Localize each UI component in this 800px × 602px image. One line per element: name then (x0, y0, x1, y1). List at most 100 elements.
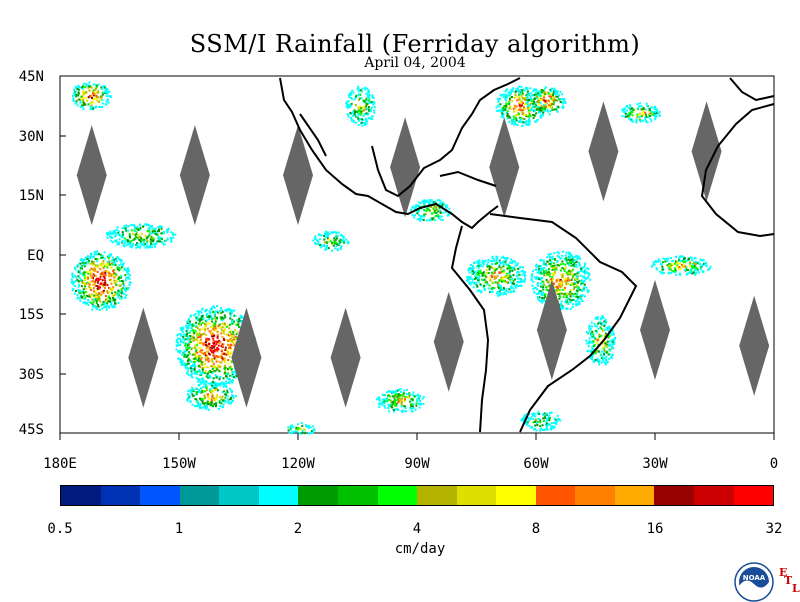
rain-pixel (546, 428, 549, 431)
rain-pixel (330, 231, 333, 234)
rain-pixel (472, 265, 474, 268)
rain-pixel (393, 397, 396, 400)
rain-pixel (492, 260, 495, 263)
rain-pixel (222, 399, 225, 402)
rain-pixel (525, 420, 528, 423)
rain-pixel (575, 261, 578, 263)
rain-pixel (545, 286, 548, 288)
rain-pixel (80, 295, 83, 298)
rain-pixel (212, 377, 215, 380)
rain-pixel (656, 112, 659, 115)
rain-pixel (505, 287, 508, 290)
rain-pixel (192, 339, 195, 342)
rain-pixel (644, 111, 647, 114)
rain-pixel (213, 342, 216, 345)
rain-pixel (650, 111, 652, 114)
rain-pixel (558, 290, 561, 293)
rain-pixel (521, 89, 524, 92)
rain-pixel (71, 274, 74, 277)
rain-pixel (206, 393, 209, 396)
rain-pixel (198, 328, 201, 331)
rain-pixel (140, 232, 143, 235)
rain-pixel (497, 109, 500, 112)
rain-pixel (468, 277, 471, 280)
rain-pixel (86, 270, 89, 273)
rain-pixel (693, 269, 696, 272)
rain-pixel (81, 267, 84, 270)
rain-pixel (181, 359, 184, 362)
rain-pixel (211, 318, 214, 321)
rain-pixel (204, 325, 207, 328)
rain-pixel (664, 260, 667, 263)
rain-pixel (362, 105, 365, 108)
rain-pixel (479, 283, 482, 286)
rain-pixel (623, 111, 626, 114)
rain-pixel (438, 206, 441, 209)
rain-pixel (192, 335, 195, 338)
rain-pixel (199, 407, 202, 410)
rain-pixel (191, 368, 194, 370)
rain-pixel (319, 238, 321, 241)
rain-pixel (90, 254, 93, 257)
rain-pixel (549, 106, 552, 109)
rain-pixel (534, 424, 537, 427)
rain-pixel (215, 385, 218, 387)
rain-pixel (600, 322, 603, 325)
rain-pixel (200, 372, 203, 375)
rain-pixel (196, 334, 199, 337)
rain-pixel (400, 405, 403, 408)
rain-pixel (544, 263, 547, 266)
rain-pixel (574, 286, 577, 289)
rain-pixel (650, 120, 653, 123)
rain-pixel (510, 286, 513, 289)
rain-pixel (193, 338, 196, 341)
rain-pixel (89, 256, 92, 259)
rain-pixel (537, 111, 540, 114)
rain-pixel (416, 218, 419, 221)
rain-pixel (210, 399, 213, 402)
rain-pixel (655, 260, 658, 263)
rain-pixel (213, 306, 216, 309)
rain-pixel (84, 257, 87, 260)
rain-pixel (635, 119, 638, 122)
rain-pixel (530, 279, 533, 282)
rain-pixel (531, 94, 534, 97)
rain-pixel (191, 365, 194, 368)
rain-pixel (301, 429, 304, 432)
rain-pixel (214, 405, 217, 408)
rain-pixel (588, 325, 591, 328)
rain-pixel (480, 291, 483, 294)
rain-pixel (512, 282, 514, 285)
rain-pixel (550, 265, 553, 268)
rain-pixel (412, 407, 415, 410)
rain-pixel (100, 291, 103, 294)
rain-pixel (70, 278, 73, 281)
rain-pixel (525, 115, 528, 118)
rain-pixel (92, 263, 95, 266)
rain-pixel (166, 231, 169, 234)
missing-data-swath (536, 279, 567, 380)
rain-pixel (376, 398, 378, 401)
rain-pixel (191, 353, 194, 356)
rain-pixel (561, 275, 564, 278)
rain-pixel (601, 355, 604, 358)
rain-pixel (113, 235, 116, 238)
rain-pixel (411, 214, 414, 217)
rain-pixel (690, 268, 693, 271)
rain-pixel (537, 296, 539, 299)
rain-pixel (447, 212, 450, 215)
rain-pixel (419, 218, 422, 221)
rain-pixel (474, 282, 477, 285)
rain-pixel (207, 376, 209, 379)
rain-pixel (196, 373, 199, 376)
rain-pixel (688, 272, 691, 275)
rain-pixel (504, 257, 507, 260)
rain-pixel (578, 256, 580, 259)
rain-pixel (514, 106, 517, 109)
rain-pixel (553, 421, 556, 424)
rain-pixel (72, 281, 75, 284)
rain-pixel (132, 224, 135, 227)
rain-pixel (577, 287, 580, 290)
rain-pixel (72, 283, 75, 286)
rain-pixel (531, 284, 534, 287)
